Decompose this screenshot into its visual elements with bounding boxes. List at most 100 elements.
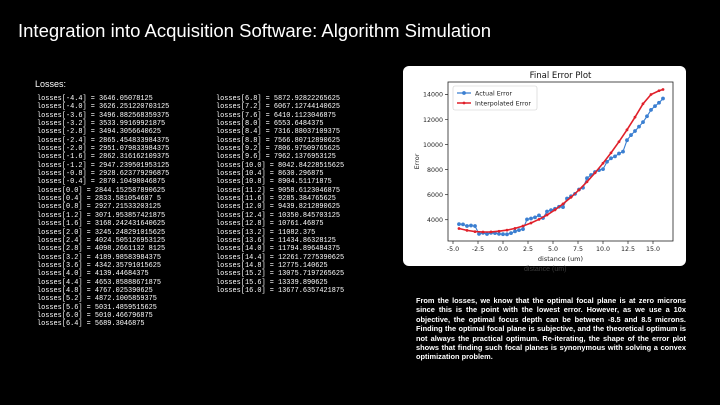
loss-line: losses[4.0] = 4139.44684375 [37,270,149,279]
behind-axis-label: distance (um) [524,266,567,273]
actual-error-point [537,213,541,218]
loss-line: losses[1.6] = 3168.242431640625 [37,220,166,229]
loss-line: losses[2.0] = 3245.248291015625 [37,228,166,237]
loss-line: losses[13.6] = 11434.86328125 [216,236,336,245]
actual-error-point [517,228,521,233]
loss-line: losses[8.0] = 6553.6484375 [216,120,324,129]
interpolated-error-point [481,230,485,234]
slide-title: Integration into Acquisition Software: A… [18,20,492,41]
description-text: From the losses, we know that the optima… [416,296,686,362]
interpolated-error-point [617,140,621,144]
actual-error-point [625,138,629,143]
loss-line: losses[4.4] = 4653.85888671875 [37,278,162,287]
actual-error-point [605,159,609,164]
legend-actual-marker [462,91,466,95]
y-tick-label: 6000 [427,192,443,199]
loss-line: losses[9.6] = 7962.1376953125 [216,153,336,162]
actual-error-point [525,217,529,222]
error-plot-card: Final Error Plot -5.0 -2.5 0.0 2.5 5.0 7.5 10.0… [403,66,686,266]
interpolated-error-point [601,161,605,165]
interpolated-error-point [473,230,477,234]
loss-line: losses[-3.2] = 3533.99169921875 [37,120,166,129]
y-tick-label: 4000 [427,217,443,224]
loss-line: losses[-0.8] = 2928.623779296875 [37,170,170,179]
loss-line: losses[6.0] = 5010.466796875 [37,311,153,320]
actual-error-point [461,222,465,227]
y-axis-label: Error [413,153,421,169]
actual-error-point [617,151,621,156]
actual-error-point [613,154,617,159]
loss-line: losses[5.2] = 4872.1005859375 [37,295,157,304]
interpolated-error-point [465,228,469,232]
actual-error-point [513,229,517,234]
loss-line: losses[8.4] = 7316.88037109375 [216,128,341,137]
loss-line: losses[13.2] = 11082.375 [216,228,316,237]
loss-line: losses[8.8] = 7566.80712890625 [216,136,341,145]
legend-interpolated-label: Interpolated Error [475,100,531,107]
y-tick-label: 14000 [423,92,443,99]
interpolated-error-point [513,226,517,230]
loss-line: losses[-4.4] = 3646.05078125 [37,95,153,103]
losses-label: Losses: [35,79,67,89]
interpolated-error-point [569,195,573,199]
actual-error-point [645,114,649,119]
plot-frame [447,81,674,242]
interpolated-error-point [553,208,557,212]
interpolated-error-point [609,151,613,155]
x-axis-label: distance (um) [538,255,583,263]
loss-line: losses[12.8] = 10761.46875 [216,220,324,229]
actual-error-point [497,231,501,236]
loss-line: losses[-2.0] = 2951.079833984375 [37,145,170,154]
interpolated-error-point [457,227,461,230]
loss-line: losses[11.2] = 9058.6123046875 [216,186,341,195]
losses-column-left: losses[-4.4] = 3646.05078125 losses[-4.0]… [37,95,169,329]
actual-error-point [657,100,661,105]
loss-line: losses[-1.6] = 2862.316162109375 [37,153,170,162]
loss-line: losses[0.8] = 2927.21533203125 [37,203,162,212]
interpolated-error-point [649,93,653,96]
loss-line: losses[3.2] = 4189.98583984375 [37,253,162,262]
interpolated-error-point [561,202,565,206]
loss-line: losses[12.0] = 9439.8212890625 [216,203,341,212]
loss-line: losses[7.6] = 6410.1123046875 [216,111,336,120]
actual-error-point [521,227,525,232]
actual-error-point [457,222,461,227]
loss-line: losses[-2.8] = 3494.3056640625 [37,128,162,137]
actual-error-point [477,232,481,236]
actual-error-point [533,215,537,220]
actual-error-point [633,129,637,133]
legend-interpolated-marker [462,101,466,105]
loss-line: losses[-4.0] = 3626.251220703125 [37,103,170,112]
actual-error-point [501,232,505,237]
loss-line: losses[4.8] = 4767.025390625 [37,286,153,295]
actual-error-point [485,232,489,236]
chart-title: Final Error Plot [530,71,592,81]
x-tick-label: 0.0 [498,246,508,253]
interpolated-error-point [521,224,525,228]
loss-line: losses[-2.4] = 2865.454833984375 [37,136,170,145]
loss-line: losses[14.8] = 12775.140625 [216,261,328,270]
loss-line: losses[15.2] = 13075.7197265625 [216,270,345,279]
legend-box [452,85,538,111]
actual-error-point [653,104,657,108]
interpolated-error-point [661,88,665,91]
actual-error-line [458,98,664,235]
actual-error-point [661,96,665,101]
loss-line: losses[6.4] = 5689.3046875 [37,320,145,329]
loss-line: losses[12.4] = 10350.845703125 [216,211,341,220]
x-tick-label: -2.5 [472,246,484,253]
interpolated-error-point [489,230,493,234]
actual-error-point [621,149,625,154]
loss-line: losses[2.4] = 4024.505126953125 [37,236,166,245]
actual-error-point [585,176,589,181]
interpolated-error-point [537,217,541,221]
interpolated-error-point [577,188,581,192]
y-tick-label: 10000 [423,142,443,149]
interpolated-error-line [458,88,664,233]
loss-line: losses[9.2] = 7806.97509765625 [216,145,341,154]
actual-error-point [509,231,513,236]
actual-error-point [601,167,605,171]
loss-line: losses[11.6] = 9285.384765625 [216,195,336,204]
loss-line: losses[14.0] = 11794.896484375 [216,245,341,254]
interpolated-error-point [625,128,629,132]
